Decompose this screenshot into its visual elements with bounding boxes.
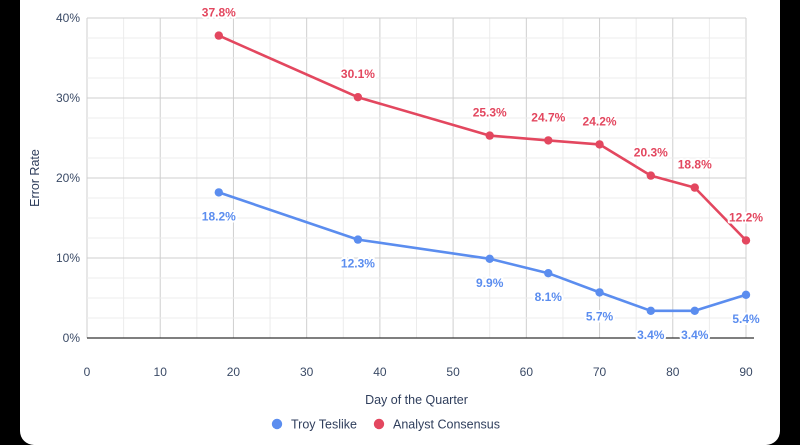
legend-marker [271, 418, 283, 430]
data-label-halo: 12.3% [341, 257, 375, 271]
data-label-halo: 9.9% [476, 276, 504, 290]
data-point [646, 306, 656, 315]
data-label-halo: 24.2% [583, 114, 617, 128]
x-tick-label: 40 [373, 365, 387, 379]
data-label: 30.1% [341, 67, 375, 81]
axes: 0 10 20 30 40 50 60 70 80 90 0% 10% 20% 30% 40% [56, 11, 754, 379]
data-point [741, 290, 751, 299]
y-tick-label: 40% [56, 11, 80, 25]
data-point [595, 288, 604, 297]
data-point [485, 131, 494, 140]
data-label-halo: 20.3% [634, 146, 668, 160]
data-label-halo: 3.4% [681, 328, 709, 342]
data-label: 9.9% [476, 276, 504, 290]
data-label: 8.1% [535, 290, 563, 304]
legend-marker [373, 418, 385, 430]
x-tick-label: 70 [593, 365, 607, 379]
data-label: 5.7% [586, 309, 614, 323]
y-tick-label: 0% [63, 331, 81, 345]
data-label-halo: 3.4% [637, 328, 665, 342]
grid-lines [86, 17, 747, 338]
x-axis-title: Day of the Quarter [365, 393, 468, 407]
data-label-halo: 24.7% [531, 110, 565, 124]
data-label-halo: 5.7% [586, 309, 614, 323]
data-point [690, 306, 699, 315]
data-label-halo: 25.3% [473, 106, 507, 120]
data-point [353, 235, 363, 244]
x-tick-label: 20 [227, 365, 241, 379]
legend-label: Analyst Consensus [393, 418, 500, 432]
data-label: 3.4% [637, 328, 665, 342]
data-label: 24.2% [583, 114, 617, 128]
data-label-halo: 18.8% [678, 158, 712, 172]
data-label: 3.4% [681, 328, 709, 342]
data-point [544, 136, 553, 145]
data-label: 12.3% [341, 257, 375, 271]
x-tick-label: 50 [446, 365, 460, 379]
data-label-halo: 5.4% [732, 312, 760, 326]
chart-card: 0 10 20 30 40 50 60 70 80 90 0% 10% 20% 30% 40% 18.2% 1… [20, 0, 780, 445]
data-point [690, 183, 699, 192]
data-label: 20.3% [634, 146, 668, 160]
data-label-halo: 8.1% [535, 290, 563, 304]
data-label: 25.3% [473, 106, 507, 120]
data-point [214, 188, 223, 197]
x-tick-label: 0 [84, 365, 91, 379]
data-label-halo: 18.2% [202, 209, 236, 223]
line-chart: 0 10 20 30 40 50 60 70 80 90 0% 10% 20% 30% 40% 18.2% 1… [28, 4, 766, 432]
series-line [218, 191, 747, 313]
series-lines [214, 31, 751, 315]
data-point [214, 31, 223, 40]
y-tick-label: 10% [56, 251, 80, 265]
data-point [544, 269, 553, 278]
data-label: 37.8% [202, 6, 236, 20]
data-point [646, 171, 656, 180]
data-label-halo: 30.1% [341, 67, 375, 81]
legend-label: Troy Teslike [291, 418, 357, 432]
y-tick-label: 20% [56, 171, 80, 185]
data-label-halo: 12.2% [729, 210, 763, 224]
x-tick-label: 60 [520, 365, 534, 379]
legend: Troy Teslike Analyst Consensus [271, 418, 500, 432]
x-tick-label: 30 [300, 365, 314, 379]
series-line [218, 34, 747, 242]
x-tick-label: 10 [154, 365, 168, 379]
x-tick-label: 90 [739, 365, 753, 379]
data-point [595, 140, 604, 149]
y-tick-label: 30% [56, 91, 80, 105]
data-labels: 18.2%18.2%12.3%12.3%9.9%9.9%8.1%8.1%5.7%… [200, 4, 766, 344]
data-label: 18.2% [202, 209, 236, 223]
data-point [741, 236, 751, 245]
data-point [353, 93, 363, 102]
data-label: 5.4% [732, 312, 760, 326]
x-tick-label: 80 [666, 365, 680, 379]
data-point [485, 254, 494, 263]
data-label-halo: 37.8% [202, 6, 236, 20]
y-axis-title: Error Rate [28, 149, 42, 207]
data-label: 24.7% [531, 110, 565, 124]
data-label: 18.8% [678, 158, 712, 172]
data-label: 12.2% [729, 210, 763, 224]
